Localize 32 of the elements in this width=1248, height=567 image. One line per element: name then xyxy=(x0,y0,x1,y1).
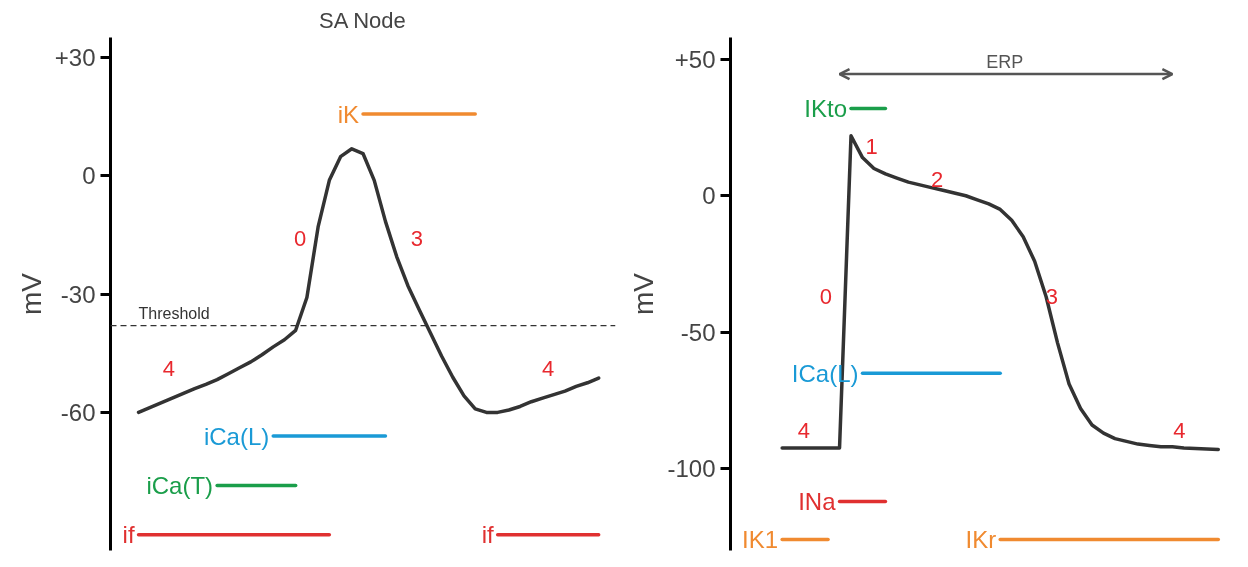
annotation: 0 xyxy=(294,226,307,252)
series-label: INa xyxy=(798,487,837,515)
series-label: if xyxy=(481,521,494,549)
annotation: 4 xyxy=(797,417,811,443)
series-label: IK1 xyxy=(742,526,779,554)
annotation: 2 xyxy=(930,166,944,192)
annotation: 4 xyxy=(542,356,555,382)
chart-title: SA Node xyxy=(318,7,406,33)
y-tick-label: +30 xyxy=(54,43,96,71)
annotation: 4 xyxy=(162,356,175,382)
y-axis-title: mV xyxy=(15,272,47,315)
series-label: IKr xyxy=(965,526,997,554)
annotation: 1 xyxy=(865,134,878,160)
annotation: 0 xyxy=(819,284,832,310)
y-tick-label: -60 xyxy=(60,398,96,426)
series-label: IKto xyxy=(804,94,848,122)
y-tick-label: +50 xyxy=(674,45,716,73)
y-tick-label: -100 xyxy=(667,455,716,483)
annotation: ERP xyxy=(986,52,1024,73)
y-tick-label: -30 xyxy=(60,280,96,308)
annotation: 4 xyxy=(1173,417,1186,443)
y-tick-label: -50 xyxy=(680,318,716,346)
y-axis-title: mV xyxy=(628,272,660,315)
annotation: 3 xyxy=(410,226,423,252)
y-tick-label: 0 xyxy=(82,162,96,190)
series-label: if xyxy=(122,521,135,549)
series-label: iCa(L) xyxy=(203,422,270,450)
y-tick-label: 0 xyxy=(702,182,716,210)
line-series xyxy=(780,133,1221,452)
series-label: iK xyxy=(337,100,359,128)
ref-line-label: Threshold xyxy=(138,304,210,322)
series-label: iCa(T) xyxy=(146,471,214,499)
